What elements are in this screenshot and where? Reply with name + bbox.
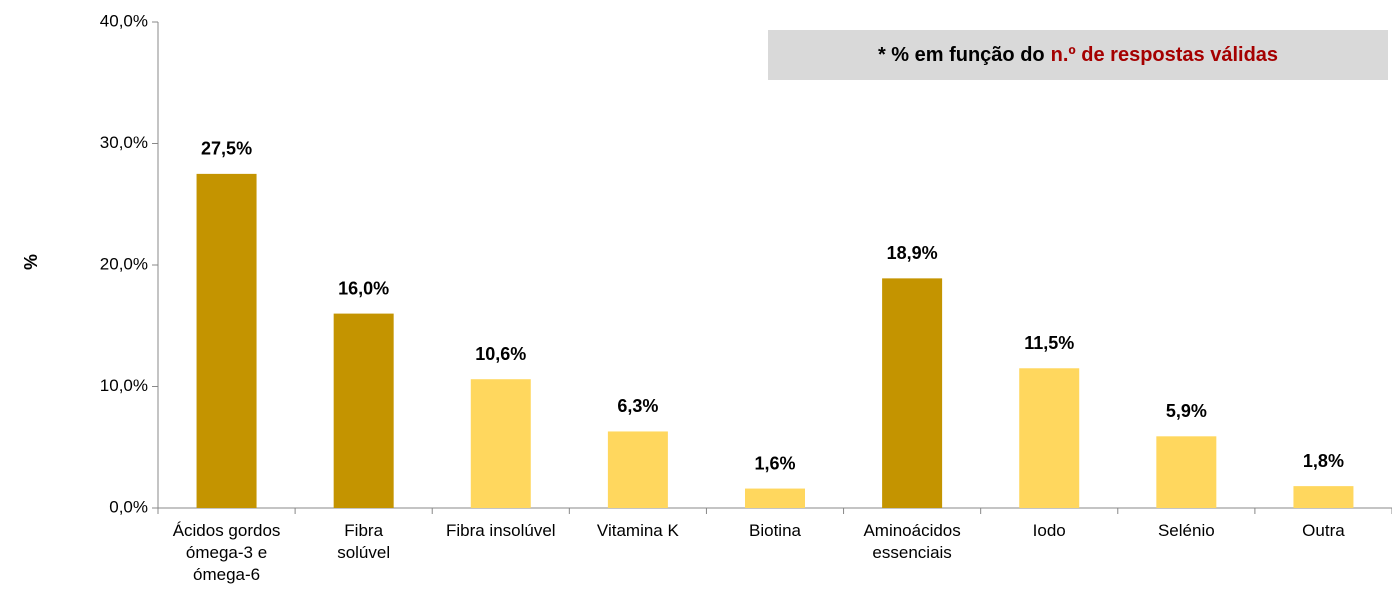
value-label: 11,5% [1024, 333, 1074, 353]
annotation: * % em função do n.º de respostas válidas [878, 44, 1278, 66]
bar [196, 173, 257, 508]
value-label: 1,8% [1303, 451, 1344, 471]
y-tick-label: 0,0% [109, 497, 148, 516]
bar [470, 379, 531, 508]
x-tick-label: Ácidos gordos ómega-3 e ómega-6 [173, 521, 281, 584]
bar [1156, 436, 1217, 508]
x-tick-label: Fibra solúvel [337, 521, 390, 562]
x-tick-label-line: solúvel [337, 543, 390, 562]
x-tick-label-line: Selénio [1158, 521, 1215, 540]
bar [607, 431, 668, 508]
y-axis-label: % [21, 254, 41, 270]
x-tick-label: Iodo [1033, 521, 1066, 540]
y-tick-label: 30,0% [100, 133, 148, 152]
y-tick-label: 40,0% [100, 11, 148, 30]
x-tick-label-line: ómega-6 [193, 565, 260, 584]
x-tick-label: Fibra insolúvel [446, 521, 556, 540]
y-tick-label: 20,0% [100, 254, 148, 273]
value-label: 1,6% [754, 453, 795, 473]
annotation-highlight: n.º de respostas válidas [1051, 44, 1278, 66]
value-label: 27,5% [201, 139, 252, 159]
x-tick-label-line: ómega-3 e [186, 543, 267, 562]
value-label: 6,3% [617, 396, 658, 416]
x-tick-label: Outra [1302, 521, 1345, 540]
y-tick-label: 10,0% [100, 376, 148, 395]
x-tick-label-line: Fibra [344, 521, 383, 540]
value-label: 10,6% [475, 344, 526, 364]
x-tick-label-line: Fibra insolúvel [446, 521, 556, 540]
annotation-text: * % em função do [878, 44, 1045, 66]
x-tick-label-line: essenciais [872, 543, 951, 562]
bar [1019, 368, 1080, 508]
x-tick-label-line: Ácidos gordos [173, 521, 281, 540]
value-label: 5,9% [1166, 401, 1207, 421]
x-tick-label-line: Iodo [1033, 521, 1066, 540]
x-tick-label: Aminoácidos essenciais [863, 521, 960, 562]
x-tick-label-line: Aminoácidos [863, 521, 960, 540]
x-tick-label: Selénio [1158, 521, 1215, 540]
value-label: 16,0% [338, 278, 389, 298]
x-tick-label-line: Outra [1302, 521, 1345, 540]
x-tick-label: Vitamina K [597, 521, 680, 540]
annotation-box [768, 30, 1388, 80]
bar [1293, 486, 1354, 508]
bar [333, 313, 394, 508]
bar [745, 488, 805, 508]
x-tick-label-line: Biotina [749, 521, 802, 540]
x-tick-label-line: Vitamina K [597, 521, 680, 540]
x-tick-label: Biotina [749, 521, 802, 540]
value-label: 18,9% [887, 243, 938, 263]
bar [882, 278, 943, 508]
